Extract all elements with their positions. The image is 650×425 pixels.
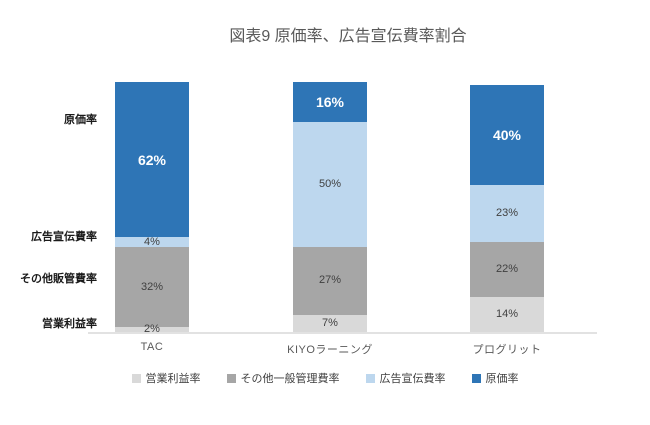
bar-segment: 23%: [470, 184, 544, 242]
legend-item-general-admin: その他一般管理費率: [226, 370, 340, 386]
x-label-progrit: プログリット: [472, 344, 542, 356]
y-annotation-ad-expense-ratio: 広告宣伝費率: [31, 231, 97, 243]
legend: 営業利益率 その他一般管理費率 広告宣伝費率 原価率: [0, 370, 650, 386]
legend-item-ad-expense: 広告宣伝費率: [365, 370, 446, 386]
x-label-tac: TAC: [140, 341, 164, 353]
bar-segment: 4%: [115, 235, 189, 248]
plot-area: 62% 4% 32% 2% 16% 50% 27% 7% 40% 23% 22% 14%: [115, 82, 544, 335]
stacked-bar-1: 62% 4% 32% 2%: [115, 82, 189, 335]
legend-swatch-cost-ratio: [471, 373, 481, 383]
segment-value-label: 50%: [318, 178, 342, 190]
bar-segment: 22%: [470, 242, 544, 297]
legend-swatch-general-admin: [226, 373, 236, 383]
legend-item-cost-ratio: 原価率: [471, 370, 519, 386]
segment-value-label: 23%: [495, 206, 519, 219]
legend-item-op-profit: 営業利益率: [131, 370, 201, 386]
bar-segment: 32%: [115, 247, 189, 327]
segment-value-label: 62%: [137, 151, 167, 168]
segment-value-label: 40%: [492, 126, 522, 143]
bar-segment: 16%: [293, 82, 367, 122]
segment-value-label: 16%: [315, 94, 345, 110]
segment-value-label: 27%: [318, 274, 342, 287]
legend-label: 広告宣伝費率: [379, 373, 446, 385]
y-annotation-op-profit-ratio: 営業利益率: [42, 318, 97, 330]
segment-value-label: 7%: [322, 316, 338, 329]
bar-segment: 14%: [470, 297, 544, 332]
bar-segment: 40%: [470, 84, 544, 185]
y-annotation-cost-ratio: 原価率: [64, 114, 97, 126]
bar-segment: 62%: [115, 82, 189, 237]
segment-value-label: 2%: [144, 323, 160, 335]
legend-swatch-ad-expense: [365, 373, 375, 383]
stacked-bar-3: 40% 23% 22% 14%: [470, 84, 544, 332]
bar-segment: 2%: [115, 323, 189, 335]
segment-value-label: 32%: [140, 280, 164, 293]
legend-label: その他一般管理費率: [240, 373, 340, 385]
bar-segment: 7%: [293, 314, 367, 332]
segment-value-label: 22%: [495, 263, 519, 275]
bar-segment: 27%: [293, 247, 367, 315]
x-label-kiyo: KIYOラーニング: [287, 344, 373, 356]
legend-label: 営業利益率: [145, 373, 201, 385]
segment-value-label: 4%: [144, 235, 160, 248]
segment-value-label: 14%: [495, 308, 519, 320]
bar-segment: 50%: [293, 122, 367, 247]
legend-label: 原価率: [485, 373, 519, 385]
stacked-bar-2: 16% 50% 27% 7%: [293, 82, 367, 332]
y-annotation-sga-ratio: その他販管費率: [20, 273, 97, 285]
chart-title: 図表9 原価率、広告宣伝費率割合: [229, 28, 467, 45]
legend-swatch-op-profit: [131, 373, 141, 383]
x-axis-line: [88, 332, 597, 334]
